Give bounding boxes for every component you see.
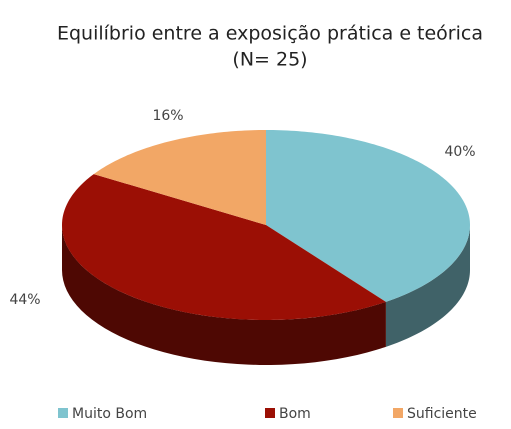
chart-subtitle: (N= 25) <box>232 49 307 71</box>
legend-label: Suficiente <box>407 406 477 422</box>
legend-swatch <box>265 408 275 418</box>
legend-label: Bom <box>279 406 311 422</box>
data-label: 44% <box>9 292 40 308</box>
slice <box>93 130 266 225</box>
slice-side <box>385 225 470 347</box>
legend-label: Muito Bom <box>72 406 147 422</box>
legend-swatch <box>58 408 68 418</box>
legend-swatch <box>393 408 403 418</box>
chart-title: Equilíbrio entre a exposição prática e t… <box>57 23 483 45</box>
data-label: 40% <box>444 144 475 160</box>
slice <box>266 130 470 302</box>
slice <box>62 174 386 320</box>
slice-side <box>62 225 386 365</box>
data-label: 16% <box>152 108 183 124</box>
